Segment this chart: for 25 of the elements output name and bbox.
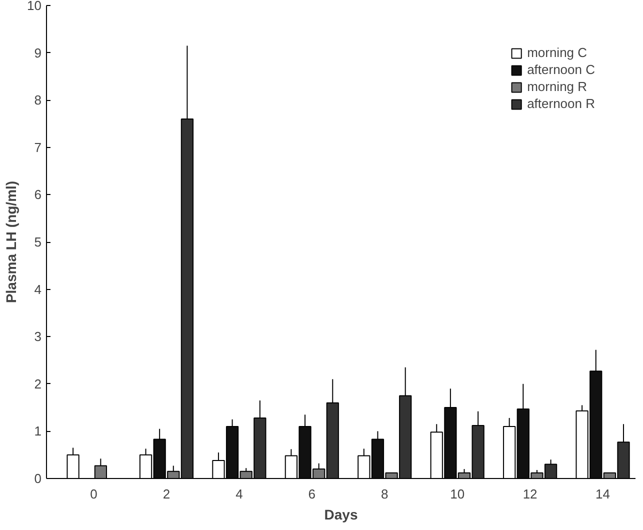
legend-label: afternoon C (527, 62, 595, 77)
y-tick-label: 3 (34, 329, 42, 344)
x-tick-label: 4 (236, 486, 243, 502)
y-tick-label: 1 (34, 424, 42, 439)
y-tick-label: 8 (34, 92, 42, 108)
legend-label: afternoon R (527, 96, 595, 111)
x-tick-label: 12 (522, 486, 538, 502)
y-tick-label: 0 (34, 471, 42, 486)
x-tick-label: 14 (596, 486, 610, 502)
x-tick-label: 0 (90, 486, 98, 502)
y-tick-label: 9 (34, 45, 42, 60)
x-tick-label: 8 (381, 486, 388, 502)
x-tick-label: 10 (450, 486, 465, 502)
y-tick-label: 10 (27, 0, 42, 13)
x-tick-label: 2 (162, 486, 170, 502)
y-tick-label: 7 (34, 140, 42, 155)
x-tick-label: 6 (308, 486, 316, 502)
y-tick-label: 4 (34, 282, 42, 297)
y-tick-label: 5 (34, 234, 42, 250)
legend-label: morning C (527, 45, 588, 60)
y-tick-label: 6 (34, 187, 42, 202)
y-tick-label: 2 (34, 376, 42, 392)
x-axis-title: Days (324, 506, 358, 522)
legend-label: morning R (527, 79, 588, 94)
y-axis-title: Plasma LH (ng/ml) (3, 180, 20, 304)
